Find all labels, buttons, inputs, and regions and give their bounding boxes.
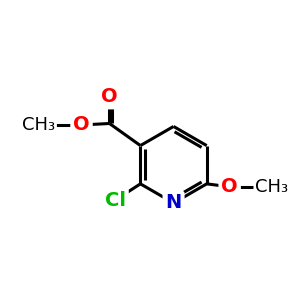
Text: O: O [221,177,238,196]
Text: O: O [101,88,118,106]
Text: O: O [73,116,90,134]
Text: CH₃: CH₃ [255,178,288,196]
Text: Cl: Cl [105,190,126,210]
Text: N: N [165,194,182,212]
Text: CH₃: CH₃ [22,116,55,134]
